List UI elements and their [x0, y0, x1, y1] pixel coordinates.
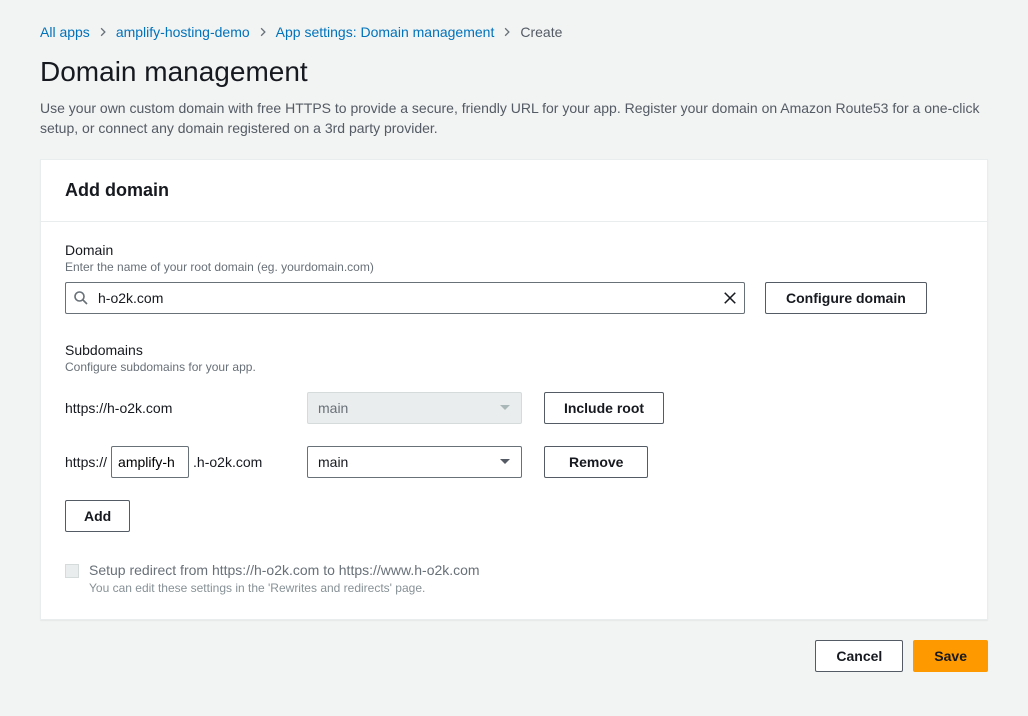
caret-down-icon	[499, 458, 511, 466]
subdomain-url-custom: https:// .h-o2k.com	[65, 446, 285, 478]
branch-select-custom[interactable]: main	[307, 446, 522, 478]
caret-down-icon	[499, 404, 511, 412]
redirect-checkbox-row: Setup redirect from https://h-o2k.com to…	[65, 562, 963, 595]
page-description: Use your own custom domain with free HTT…	[40, 98, 988, 139]
redirect-checkbox	[65, 564, 79, 578]
clear-icon[interactable]	[723, 291, 737, 305]
redirect-subtext: You can edit these settings in the 'Rewr…	[89, 581, 480, 595]
subdomains-section: Subdomains Configure subdomains for your…	[65, 342, 963, 595]
chevron-right-icon	[98, 27, 108, 37]
sub-suffix: .h-o2k.com	[193, 454, 262, 470]
root-url-text: https://h-o2k.com	[65, 400, 172, 416]
save-button[interactable]: Save	[913, 640, 988, 672]
subdomain-input[interactable]	[111, 446, 189, 478]
sub-prefix: https://	[65, 454, 107, 470]
breadcrumb-app-name[interactable]: amplify-hosting-demo	[116, 24, 250, 40]
branch-select-root: main	[307, 392, 522, 424]
subdomain-row-custom: https:// .h-o2k.com main Remove	[65, 446, 963, 478]
chevron-right-icon	[258, 27, 268, 37]
chevron-right-icon	[502, 27, 512, 37]
root-action-col: Include root	[544, 392, 664, 424]
custom-action-col: Remove	[544, 446, 664, 478]
breadcrumb-all-apps[interactable]: All apps	[40, 24, 90, 40]
branch-select-custom-value: main	[318, 454, 348, 470]
remove-subdomain-button[interactable]: Remove	[544, 446, 648, 478]
domain-row: Configure domain	[65, 282, 963, 314]
include-root-button[interactable]: Include root	[544, 392, 664, 424]
subdomains-label: Subdomains	[65, 342, 963, 358]
breadcrumb: All apps amplify-hosting-demo App settin…	[40, 24, 988, 40]
domain-input-wrap	[65, 282, 745, 314]
add-subdomain-button[interactable]: Add	[65, 500, 130, 532]
page-title: Domain management	[40, 56, 988, 88]
domain-label: Domain	[65, 242, 963, 258]
cancel-button[interactable]: Cancel	[815, 640, 903, 672]
subdomain-url-root: https://h-o2k.com	[65, 400, 285, 416]
domain-hint: Enter the name of your root domain (eg. …	[65, 260, 963, 274]
panel-header: Add domain	[41, 160, 987, 222]
domain-input[interactable]	[65, 282, 745, 314]
subdomain-row-root: https://h-o2k.com main Include root	[65, 392, 963, 424]
panel-title: Add domain	[65, 180, 963, 201]
breadcrumb-domain-management[interactable]: App settings: Domain management	[276, 24, 495, 40]
configure-domain-button[interactable]: Configure domain	[765, 282, 927, 314]
redirect-text-wrap: Setup redirect from https://h-o2k.com to…	[89, 562, 480, 595]
branch-select-root-value: main	[318, 400, 348, 416]
subdomains-hint: Configure subdomains for your app.	[65, 360, 963, 374]
redirect-text: Setup redirect from https://h-o2k.com to…	[89, 562, 480, 578]
panel-body: Domain Enter the name of your root domai…	[41, 222, 987, 619]
breadcrumb-current: Create	[520, 24, 562, 40]
add-domain-panel: Add domain Domain Enter the name of your…	[40, 159, 988, 620]
add-row: Add	[65, 500, 963, 532]
footer-actions: Cancel Save	[40, 640, 988, 672]
